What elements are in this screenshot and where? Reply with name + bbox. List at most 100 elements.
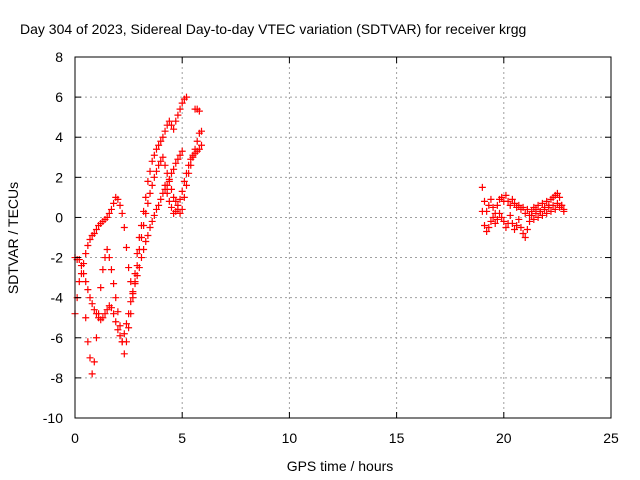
data-point: [125, 264, 133, 272]
data-point: [172, 159, 180, 167]
data-point: [140, 221, 148, 229]
data-point: [110, 310, 118, 318]
data-point: [487, 217, 495, 225]
data-point: [120, 223, 128, 231]
data-point: [114, 195, 122, 203]
data-point: [122, 320, 130, 328]
data-point: [197, 141, 205, 149]
data-point: [92, 334, 100, 342]
data-point: [105, 254, 113, 262]
data-point: [167, 121, 175, 129]
data-point: [86, 354, 94, 362]
data-point: [82, 250, 90, 258]
data-point: [172, 207, 180, 215]
data-point: [84, 286, 92, 294]
data-point: [174, 111, 182, 119]
data-point: [103, 306, 111, 314]
data-point: [502, 191, 510, 199]
data-point: [176, 209, 184, 217]
data-point: [178, 99, 186, 107]
data-point: [560, 205, 568, 213]
data-point: [174, 201, 182, 209]
data-point: [517, 223, 525, 231]
data-point: [543, 209, 551, 217]
tick-layer: [74, 56, 612, 419]
data-point: [165, 177, 173, 185]
data-point: [144, 231, 152, 239]
data-point: [167, 203, 175, 211]
data-point: [88, 370, 96, 378]
y-tick-label: -10: [43, 410, 63, 426]
data-point: [161, 181, 169, 189]
data-point: [493, 215, 501, 223]
data-point: [112, 318, 120, 326]
data-point: [152, 145, 160, 153]
data-point: [515, 201, 523, 209]
data-point: [508, 195, 516, 203]
data-point: [511, 225, 519, 233]
data-point: [195, 107, 203, 115]
data-point: [504, 197, 512, 205]
data-point: [120, 350, 128, 358]
data-point: [155, 161, 163, 169]
data-point: [146, 223, 154, 231]
data-point: [167, 185, 175, 193]
y-tick-label: -2: [51, 250, 64, 266]
data-point: [148, 181, 156, 189]
data-point: [142, 193, 150, 201]
data-point: [180, 177, 188, 185]
data-point: [553, 199, 561, 207]
data-point: [170, 165, 178, 173]
data-point: [159, 153, 167, 161]
y-tick-label: 8: [55, 49, 63, 65]
series-track-d: [161, 141, 205, 217]
data-point: [534, 201, 542, 209]
data-point: [114, 326, 122, 334]
data-point: [122, 338, 130, 346]
data-point: [193, 137, 201, 145]
data-point: [530, 215, 538, 223]
data-point: [129, 288, 137, 296]
data-point: [155, 201, 163, 209]
data-point: [487, 195, 495, 203]
data-point: [137, 234, 145, 241]
data-point: [116, 332, 124, 340]
data-point: [107, 266, 115, 274]
data-point: [538, 199, 546, 207]
data-point: [137, 254, 145, 262]
data-point: [481, 197, 489, 205]
data-point: [553, 189, 561, 197]
data-point: [545, 203, 553, 211]
data-layer: [71, 93, 568, 378]
y-tick-label: 0: [55, 209, 63, 225]
data-point: [103, 213, 111, 221]
data-point: [112, 294, 120, 302]
data-point: [88, 300, 96, 308]
data-point: [80, 270, 88, 278]
data-point: [133, 262, 141, 270]
series-track-e: [191, 105, 203, 115]
data-point: [178, 187, 186, 195]
data-point: [508, 219, 516, 227]
data-point: [165, 197, 173, 205]
data-point: [478, 183, 486, 191]
plot-frame: [74, 56, 612, 419]
data-point: [551, 205, 559, 213]
data-point: [489, 203, 497, 211]
data-point: [82, 278, 90, 286]
data-point: [142, 209, 150, 217]
data-point: [178, 147, 186, 155]
data-point: [125, 324, 133, 332]
data-point: [178, 205, 186, 213]
data-point: [157, 157, 165, 165]
data-point: [118, 209, 126, 217]
data-point: [90, 306, 98, 314]
series-track-b: [71, 147, 186, 346]
data-point: [110, 280, 118, 288]
data-point: [493, 201, 501, 209]
data-point: [157, 195, 165, 203]
data-point: [532, 209, 540, 217]
data-point: [197, 127, 205, 135]
data-point: [97, 284, 105, 292]
data-point: [185, 161, 193, 169]
